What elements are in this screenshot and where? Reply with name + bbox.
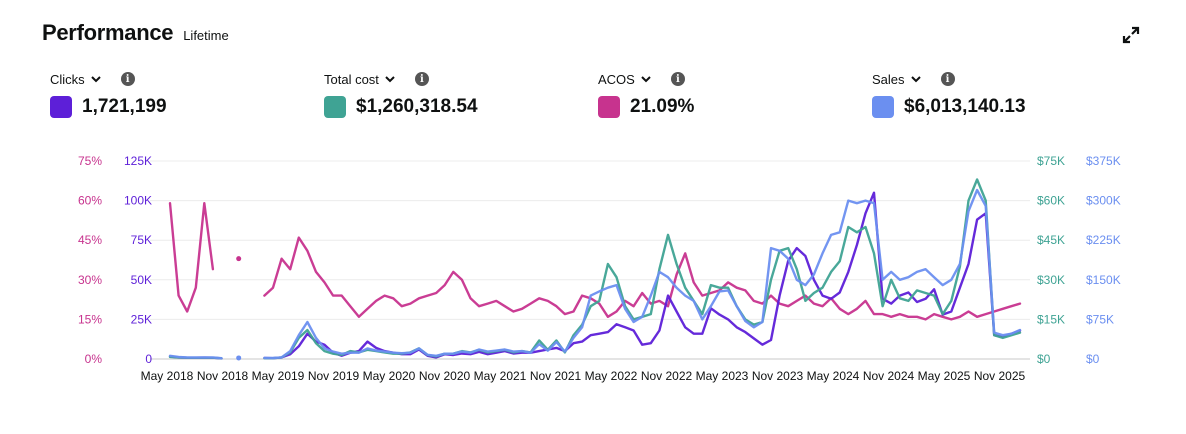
metric-label: Sales bbox=[872, 71, 905, 87]
x-tick-label: May 2024 bbox=[807, 369, 860, 383]
metric-value: 1,721,199 bbox=[82, 96, 167, 117]
chevron-down-icon[interactable] bbox=[641, 74, 651, 84]
series-line-clicks[interactable] bbox=[263, 191, 1022, 360]
y-tick-label-sales: $0 bbox=[1086, 352, 1100, 366]
y-tick-label-cost: $30K bbox=[1037, 273, 1065, 287]
metric-color-swatch[interactable] bbox=[598, 96, 620, 118]
y-tick-label-clicks: 25K bbox=[131, 312, 152, 326]
y-tick-label-sales: $300K bbox=[1086, 194, 1121, 208]
metric-color-swatch[interactable] bbox=[872, 96, 894, 118]
y-tick-label-acos: 0% bbox=[85, 352, 103, 366]
x-tick-label: Nov 2018 bbox=[197, 369, 249, 383]
series-line-acos[interactable] bbox=[168, 202, 215, 313]
info-icon[interactable]: i bbox=[120, 72, 135, 86]
y-tick-label-sales: $375K bbox=[1086, 154, 1121, 168]
series-line-total-cost[interactable] bbox=[263, 178, 1022, 360]
metric-value: $6,013,140.13 bbox=[904, 96, 1026, 117]
x-tick-label: Nov 2023 bbox=[752, 369, 804, 383]
performance-chart[interactable]: 0% 15% 30% 45% 60% 75% 0 25K 50K 75K 100K 125K $0 $15… bbox=[0, 140, 1186, 400]
chevron-down-icon[interactable] bbox=[910, 74, 921, 84]
metric-sales: Sales i $6,013,140.13 bbox=[872, 70, 1026, 118]
info-icon[interactable]: i bbox=[940, 72, 955, 86]
expand-icon[interactable] bbox=[1122, 26, 1140, 44]
x-tick-label: Nov 2019 bbox=[308, 369, 360, 383]
metric-label: Total cost bbox=[324, 71, 379, 87]
series-line-acos[interactable] bbox=[263, 236, 1022, 321]
y-tick-label-cost: $45K bbox=[1037, 233, 1065, 247]
y-tick-label-acos: 15% bbox=[78, 312, 102, 326]
y-tick-label-acos: 45% bbox=[78, 233, 102, 247]
y-tick-label-cost: $15K bbox=[1037, 312, 1065, 326]
y-tick-label-sales: $75K bbox=[1086, 312, 1114, 326]
time-range-label: Lifetime bbox=[183, 28, 229, 43]
chevron-down-icon[interactable] bbox=[385, 74, 395, 84]
x-tick-label: May 2020 bbox=[363, 369, 416, 383]
x-tick-label: May 2018 bbox=[141, 369, 194, 383]
metric-value: 21.09% bbox=[630, 96, 695, 117]
metric-clicks: Clicks i 1,721,199 bbox=[50, 70, 167, 118]
metric-total-cost: Total cost i $1,260,318.54 bbox=[324, 70, 478, 118]
x-tick-label: May 2019 bbox=[252, 369, 305, 383]
series-point-sales[interactable] bbox=[236, 355, 242, 361]
series-line-sales[interactable] bbox=[168, 354, 223, 360]
y-tick-label-sales: $225K bbox=[1086, 233, 1121, 247]
x-tick-label: Nov 2025 bbox=[974, 369, 1026, 383]
header: Performance Lifetime bbox=[42, 20, 229, 46]
y-tick-label-acos: 30% bbox=[78, 273, 102, 287]
y-tick-label-clicks: 0 bbox=[145, 352, 152, 366]
y-tick-label-acos: 60% bbox=[78, 194, 102, 208]
x-tick-label: Nov 2020 bbox=[419, 369, 471, 383]
x-tick-label: May 2023 bbox=[696, 369, 749, 383]
x-tick-label: Nov 2022 bbox=[641, 369, 693, 383]
chevron-down-icon[interactable] bbox=[90, 74, 101, 84]
page-title: Performance bbox=[42, 20, 174, 45]
y-tick-label-clicks: 125K bbox=[124, 154, 152, 168]
metric-value: $1,260,318.54 bbox=[356, 96, 478, 117]
series-line-sales[interactable] bbox=[263, 188, 1022, 360]
series-point-acos[interactable] bbox=[236, 256, 242, 262]
metric-color-swatch[interactable] bbox=[50, 96, 72, 118]
y-tick-label-cost: $75K bbox=[1037, 154, 1065, 168]
metric-color-swatch[interactable] bbox=[324, 96, 346, 118]
x-tick-label: May 2025 bbox=[918, 369, 971, 383]
y-tick-label-cost: $0 bbox=[1037, 352, 1051, 366]
y-tick-label-cost: $60K bbox=[1037, 194, 1065, 208]
info-icon[interactable]: i bbox=[670, 72, 685, 86]
x-tick-label: May 2021 bbox=[474, 369, 527, 383]
y-tick-label-acos: 75% bbox=[78, 154, 102, 168]
y-tick-label-sales: $150K bbox=[1086, 273, 1121, 287]
x-tick-label: Nov 2024 bbox=[863, 369, 915, 383]
metric-acos: ACOS i 21.09% bbox=[598, 70, 694, 118]
metric-label: Clicks bbox=[50, 71, 85, 87]
y-tick-label-clicks: 75K bbox=[131, 233, 152, 247]
metric-label: ACOS bbox=[598, 71, 635, 87]
y-tick-label-clicks: 100K bbox=[124, 194, 152, 208]
y-tick-label-clicks: 50K bbox=[131, 273, 152, 287]
info-icon[interactable]: i bbox=[414, 72, 429, 86]
x-tick-label: May 2022 bbox=[585, 369, 638, 383]
x-tick-label: Nov 2021 bbox=[530, 369, 582, 383]
